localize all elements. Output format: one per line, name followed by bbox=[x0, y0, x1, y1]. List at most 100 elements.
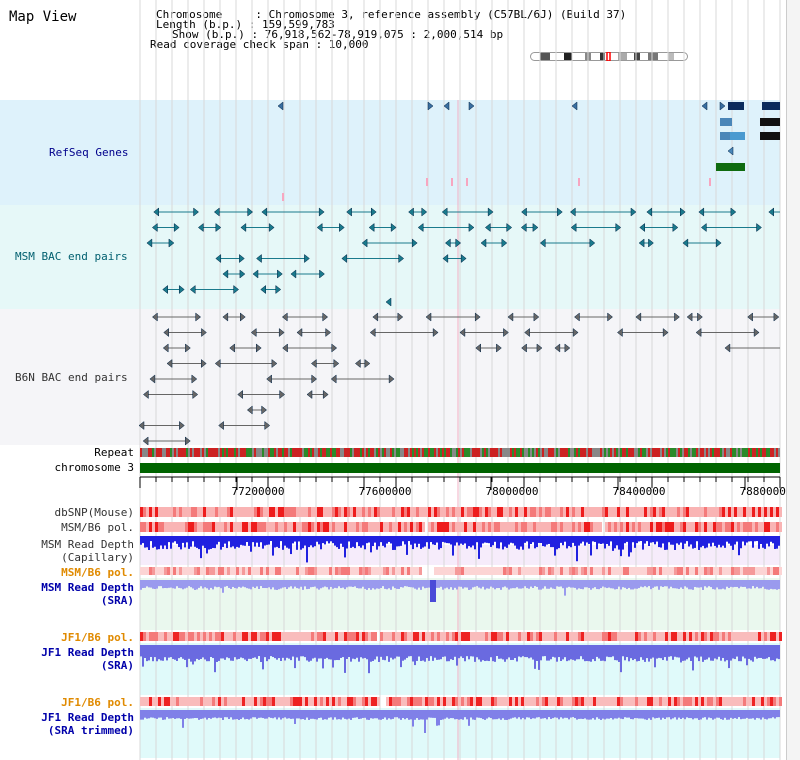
repeat-segment bbox=[390, 448, 392, 457]
msm-depth-sra-bar bbox=[556, 580, 558, 587]
msm-depth-cap-bar bbox=[556, 536, 558, 550]
repeat-segment bbox=[676, 448, 678, 457]
msm-bac-track-label[interactable]: MSM BAC end pairs bbox=[15, 250, 128, 263]
jf1-depth-sra-bar bbox=[714, 645, 716, 659]
vertical-scrollbar[interactable] bbox=[786, 0, 800, 760]
jf1-pol-cell bbox=[362, 632, 365, 641]
b6n-bac-pair-end bbox=[296, 327, 303, 338]
jf1-pol2-cell bbox=[341, 697, 344, 706]
dbsnp-cell bbox=[737, 507, 740, 517]
jf1-depth-sra-bar bbox=[476, 645, 478, 658]
msm-depth-cap-bar bbox=[656, 536, 658, 542]
msm-depth-sra-bar bbox=[656, 580, 658, 587]
jf1-depth-sra-bar bbox=[494, 645, 496, 662]
msm-depth-sra-bar bbox=[448, 580, 450, 590]
msm-bac-pair-end bbox=[756, 222, 762, 233]
msm-depth-spike bbox=[430, 580, 436, 602]
jf1-pol-cell bbox=[542, 632, 545, 641]
jf1-depth-trim-bar bbox=[766, 710, 768, 720]
dbsnp-cell bbox=[674, 507, 677, 517]
repeat-segment bbox=[776, 448, 778, 457]
jf1-depth-trim-bar bbox=[250, 710, 252, 719]
jf1-pol-cell bbox=[653, 632, 656, 641]
chromosome-ideogram[interactable] bbox=[530, 52, 688, 61]
msm-depth-cap-bar bbox=[172, 536, 174, 543]
jf1-pol2-cell bbox=[275, 697, 278, 706]
msm-depth-cap-bar bbox=[396, 536, 398, 547]
b6n-bac-track-label[interactable]: B6N BAC end pairs bbox=[15, 371, 128, 384]
jf1-depth-trim-bar bbox=[142, 710, 144, 720]
msm-depth-cap-bar bbox=[680, 536, 682, 543]
jf1-pol-cell bbox=[482, 632, 485, 641]
jf1-depth-sra-bar bbox=[538, 645, 540, 670]
jf1-depth-trim-bar bbox=[640, 710, 642, 719]
msm-depth-cap-bar bbox=[218, 536, 220, 542]
b6n-bac-pair-end bbox=[333, 358, 340, 369]
msm-pol2-cell bbox=[155, 567, 158, 575]
jf1-pol2-cell bbox=[266, 697, 269, 706]
repeat-segment bbox=[288, 448, 290, 457]
msm-pol2-cell bbox=[242, 567, 245, 575]
msm-depth-sra-bar bbox=[192, 580, 194, 589]
msm-depth-sra-bar bbox=[750, 580, 752, 589]
repeat-segment bbox=[248, 448, 250, 457]
jf1-depth-sra-bar bbox=[728, 645, 730, 669]
jf1-depth-trim-bar bbox=[650, 710, 652, 720]
repeat-segment bbox=[282, 448, 284, 457]
dbsnp-cell bbox=[338, 507, 341, 517]
dbsnp-cell bbox=[536, 507, 539, 517]
jf1-pol2-cell bbox=[665, 697, 668, 706]
msm-depth-sra-bar bbox=[736, 580, 738, 587]
msm-depth-cap-bar bbox=[444, 536, 446, 543]
jf1-depth-trim-bar bbox=[294, 710, 296, 724]
refseq-track-label[interactable]: RefSeq Genes bbox=[49, 146, 129, 159]
b6n-bac-pair-end bbox=[310, 358, 317, 369]
jf1-pol-cell bbox=[173, 632, 176, 641]
jf1-depth-trim-bar bbox=[598, 710, 600, 719]
msm-depth-cap-bar bbox=[346, 536, 348, 549]
jf1-depth-sra-bar bbox=[302, 645, 304, 657]
jf1-pol2-cell bbox=[626, 697, 629, 706]
msm-depth-cap-bar bbox=[282, 536, 284, 550]
msm-pol2-cell bbox=[341, 567, 344, 575]
dbsnp-cell bbox=[188, 507, 191, 517]
dbsnp-cell bbox=[578, 507, 581, 517]
jf1-depth-trim-bar bbox=[242, 710, 244, 718]
jf1-depth-sra-bar bbox=[480, 645, 482, 662]
dbsnp-cell bbox=[422, 507, 425, 517]
repeat-segment bbox=[148, 448, 150, 457]
jf1-depth-trim-bar bbox=[620, 710, 622, 719]
jf1-depth-sra-bar bbox=[344, 645, 346, 673]
b6n-bac-pair-end bbox=[355, 358, 361, 369]
jf1-depth-trim-bar bbox=[456, 710, 458, 720]
jf1-depth-sra-bar bbox=[760, 645, 762, 658]
dbsnp-cell bbox=[254, 507, 257, 517]
jf1-pol2-cell bbox=[572, 697, 575, 706]
msm-depth-cap-bar bbox=[598, 536, 600, 544]
jf1-pol-cell bbox=[674, 632, 677, 641]
msm-pol2-cell bbox=[260, 567, 263, 575]
jf1-depth-sra-bar bbox=[512, 645, 514, 660]
repeat-segment bbox=[264, 448, 266, 457]
jf1-pol2-cell bbox=[779, 697, 782, 706]
jf1-pol2-cell bbox=[338, 697, 341, 706]
msm-depth-sra-bar bbox=[316, 580, 318, 589]
msm-depth-cap-bar bbox=[628, 536, 630, 557]
msm-pol-cell bbox=[251, 522, 254, 532]
jf1-depth-sra-bar bbox=[454, 645, 456, 657]
jf1-pol-cell bbox=[284, 632, 287, 641]
jf1-pol-cell bbox=[575, 632, 578, 641]
jf1-pol2-cell bbox=[704, 697, 707, 706]
jf1-depth-sra-bar bbox=[242, 645, 244, 659]
b6n-bac-pair-end bbox=[149, 374, 156, 384]
jf1-depth-trim-bar bbox=[420, 710, 422, 720]
msm-bac-pair-end bbox=[441, 207, 448, 217]
repeat-segment bbox=[728, 448, 730, 457]
msm-pol-cell bbox=[704, 522, 707, 532]
repeat-segment bbox=[738, 448, 740, 457]
msm-pol2-cell bbox=[575, 567, 578, 575]
msm-depth-cap-bar bbox=[428, 536, 430, 549]
jf1-depth-trim-bar bbox=[500, 710, 502, 720]
b6n-bac-pair-end bbox=[229, 343, 235, 353]
